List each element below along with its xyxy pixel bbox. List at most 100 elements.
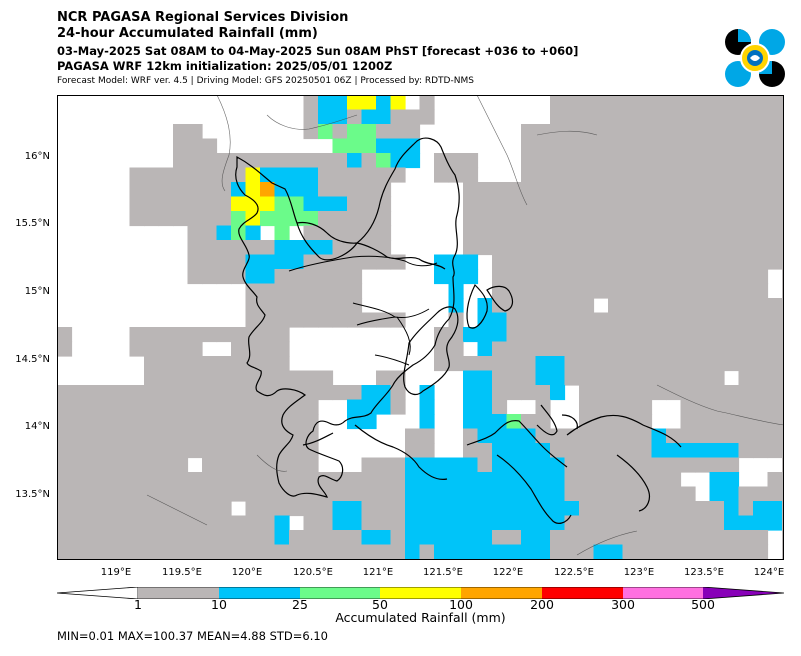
rainfall-cell	[651, 341, 667, 357]
rainfall-cell	[622, 240, 638, 256]
rainfall-cell	[738, 109, 754, 125]
rainfall-cell	[173, 370, 189, 386]
rainfall-cell	[521, 457, 537, 473]
rainfall-cell	[637, 428, 653, 444]
rainfall-cell	[318, 124, 334, 140]
rainfall-cell	[477, 501, 493, 517]
rainfall-cell	[115, 501, 131, 517]
rainfall-cell	[187, 515, 203, 531]
rainfall-cell	[274, 472, 290, 488]
rainfall-cell	[709, 385, 725, 401]
rainfall-cell	[289, 501, 305, 517]
rainfall-cell	[419, 443, 435, 459]
rainfall-cell	[738, 515, 754, 531]
rainfall-cell	[564, 428, 580, 444]
rainfall-cell	[492, 182, 508, 198]
rainfall-cell	[724, 269, 740, 285]
rainfall-cell	[593, 341, 609, 357]
rainfall-cell	[274, 211, 290, 227]
rainfall-cell	[622, 182, 638, 198]
rainfall-cell	[115, 530, 131, 546]
rainfall-cell	[579, 167, 595, 183]
rainfall-cell	[535, 341, 551, 357]
rainfall-cell	[332, 486, 348, 502]
rainfall-cell	[651, 312, 667, 328]
rainfall-cell	[173, 124, 189, 140]
rainfall-cell	[347, 138, 363, 154]
rainfall-cell	[579, 196, 595, 212]
rainfall-cell	[564, 254, 580, 270]
rainfall-cell	[100, 486, 116, 502]
rainfall-cell	[738, 327, 754, 343]
rainfall-cell	[202, 225, 218, 241]
rainfall-cell	[318, 385, 334, 401]
rainfall-cell	[216, 356, 232, 372]
rainfall-cell	[535, 428, 551, 444]
rainfall-cell	[187, 443, 203, 459]
rainfall-cell	[666, 269, 682, 285]
rainfall-cell	[434, 269, 450, 285]
rainfall-cell	[289, 472, 305, 488]
lat-label: 14°N	[24, 421, 50, 432]
rainfall-cell	[564, 182, 580, 198]
rainfall-cell	[593, 95, 609, 111]
rainfall-cell	[738, 138, 754, 154]
rainfall-cell	[651, 356, 667, 372]
rainfall-cell	[550, 501, 566, 517]
rainfall-cell	[535, 225, 551, 241]
rainfall-cell	[173, 153, 189, 169]
rainfall-cell	[608, 472, 624, 488]
rainfall-cell	[564, 341, 580, 357]
rainfall-cell	[506, 385, 522, 401]
rainfall-cell	[637, 443, 653, 459]
rainfall-cell	[651, 109, 667, 125]
rainfall-cell	[86, 414, 102, 430]
rainfall-cell	[695, 298, 711, 314]
rainfall-cell	[637, 327, 653, 343]
rainfall-cell	[419, 515, 435, 531]
rainfall-cell	[535, 472, 551, 488]
rainfall-cell	[593, 182, 609, 198]
rainfall-cell	[187, 544, 203, 560]
rainfall-cell	[709, 515, 725, 531]
rainfall-cell	[680, 254, 696, 270]
rainfall-cell	[579, 428, 595, 444]
rainfall-cell	[695, 109, 711, 125]
rainfall-cell	[521, 269, 537, 285]
rainfall-cell	[521, 240, 537, 256]
rainfall-cell	[579, 544, 595, 560]
rainfall-cell	[361, 312, 377, 328]
rainfall-cell	[709, 414, 725, 430]
rainfall-cell	[477, 240, 493, 256]
rainfall-cell	[477, 312, 493, 328]
rainfall-cell	[216, 211, 232, 227]
rainfall-cell	[506, 370, 522, 386]
rainfall-cell	[695, 399, 711, 415]
rainfall-cell	[477, 443, 493, 459]
rainfall-cell	[680, 341, 696, 357]
rainfall-cell	[550, 124, 566, 140]
rainfall-cell	[390, 515, 406, 531]
rainfall-cell	[231, 196, 247, 212]
rainfall-cell	[231, 486, 247, 502]
rainfall-cell	[680, 182, 696, 198]
rainfall-cell	[274, 240, 290, 256]
rainfall-cell	[550, 370, 566, 386]
rainfall-cell	[564, 283, 580, 299]
rainfall-cell	[767, 225, 783, 241]
rainfall-cell	[521, 515, 537, 531]
rainfall-cell	[724, 443, 740, 459]
rainfall-cell	[318, 153, 334, 169]
rainfall-cell	[318, 211, 334, 227]
rainfall-cell	[579, 138, 595, 154]
rainfall-cell	[187, 472, 203, 488]
rainfall-cell	[521, 196, 537, 212]
rainfall-cell	[666, 167, 682, 183]
rainfall-cell	[318, 182, 334, 198]
rainfall-cell	[231, 544, 247, 560]
rainfall-cell	[695, 312, 711, 328]
rainfall-cell	[434, 515, 450, 531]
rainfall-cell	[303, 515, 319, 531]
rainfall-cell	[564, 356, 580, 372]
rainfall-cell	[593, 370, 609, 386]
